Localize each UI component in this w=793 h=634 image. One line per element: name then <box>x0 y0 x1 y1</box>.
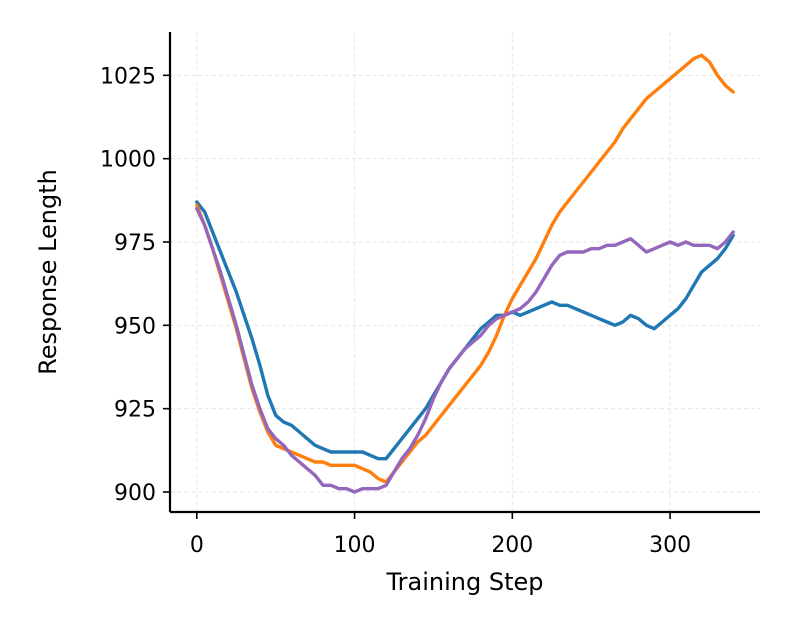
series-line-3 <box>195 206 735 494</box>
x-tick-label: 300 <box>649 533 691 558</box>
x-tick-label: 200 <box>491 533 533 558</box>
series-line-1 <box>195 200 735 461</box>
y-axis-label: Response Length <box>34 169 62 375</box>
y-ticks: 900 925 950 975 1000 1025 <box>100 64 170 506</box>
x-axis-label: Training Step <box>386 568 544 596</box>
y-tick-label: 1025 <box>100 64 156 89</box>
x-tick-label: 0 <box>190 533 204 558</box>
grid <box>170 32 760 512</box>
axes <box>168 32 760 514</box>
y-tick-label: 900 <box>114 481 156 506</box>
x-ticks: 0 100 200 300 <box>190 512 691 558</box>
y-tick-label: 925 <box>114 398 156 423</box>
series-group <box>195 53 735 494</box>
y-tick-label: 950 <box>114 314 156 339</box>
y-tick-label: 975 <box>114 231 156 256</box>
y-tick-label: 1000 <box>100 148 156 173</box>
x-tick-label: 100 <box>334 533 376 558</box>
